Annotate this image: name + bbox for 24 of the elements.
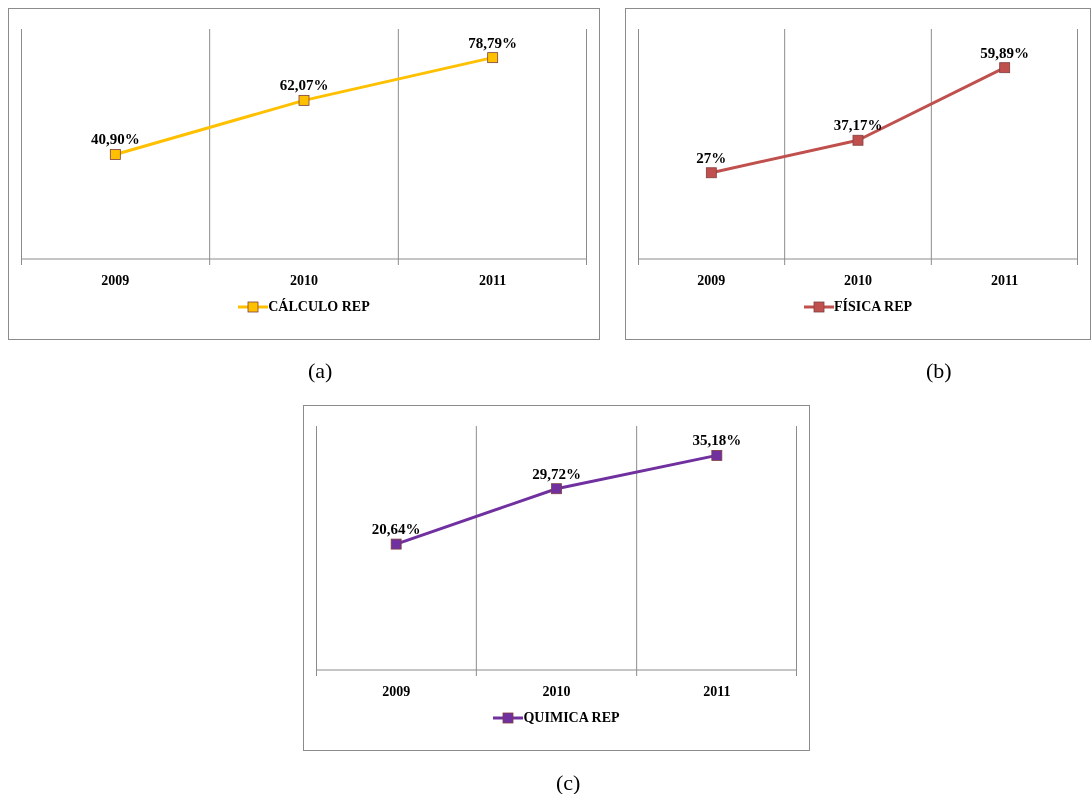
x-tick-label: 2011: [703, 683, 731, 699]
legend-label: CÁLCULO REP: [268, 299, 370, 315]
x-tick-label: 2009: [697, 272, 726, 288]
text: (a): [308, 358, 333, 384]
data-label: 27%: [696, 149, 727, 166]
x-tick-label: 2009: [101, 272, 130, 288]
legend-label: QUIMICA REP: [523, 710, 620, 726]
x-tick-label: 2010: [542, 683, 571, 699]
x-tick-label: 2009: [382, 683, 411, 699]
data-label: 59,89%: [980, 44, 1030, 61]
text: (c): [556, 770, 581, 794]
x-tick-label: 2011: [479, 272, 507, 288]
data-label: 20,64%: [371, 521, 421, 538]
text: (b): [926, 358, 952, 384]
x-tick-label: 2011: [991, 272, 1019, 288]
data-label: 40,90%: [90, 131, 140, 148]
legend-label: FÍSICA REP: [833, 299, 913, 315]
data-label: 35,18%: [692, 432, 742, 449]
data-label: 62,07%: [279, 77, 329, 94]
data-label: 78,79%: [468, 34, 518, 51]
data-label: 37,17%: [833, 117, 883, 134]
x-tick-label: 2010: [290, 272, 318, 288]
x-tick-label: 2010: [844, 272, 872, 288]
data-label: 29,72%: [532, 465, 581, 482]
